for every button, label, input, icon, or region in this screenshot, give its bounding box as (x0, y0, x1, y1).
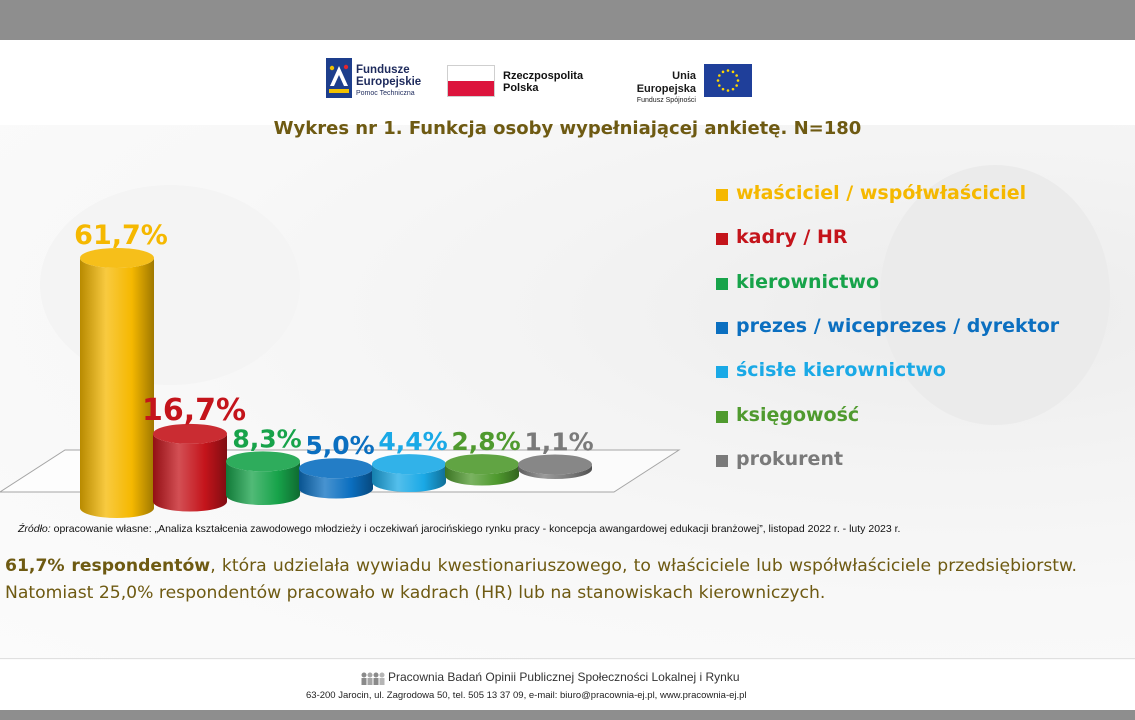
bar-top-2 (226, 451, 300, 472)
footer-address: 63-200 Jarocin, ul. Zagrodowa 50, tel. 5… (306, 690, 747, 701)
legend-swatch-4 (716, 366, 728, 379)
fundusze-europejskie-logo (326, 58, 352, 98)
legend-label-2: kierownictwo (736, 270, 880, 293)
source-note: Źródło: opracowanie własne: „Analiza ksz… (18, 523, 900, 535)
chart-title: Wykres nr 1. Funkcja osoby wypełniającej… (273, 118, 862, 139)
bottom-bar (0, 710, 1135, 720)
bar-chart: 61,7% 16,7%8,3% 5,0% 4,4% 2,8% 1,1% (0, 220, 681, 518)
eu-line-2: Fundusz Spójności (636, 97, 696, 104)
bar-4 (372, 454, 446, 492)
fe-line-1: Fundusze (356, 64, 410, 76)
top-bar (0, 0, 1135, 40)
legend-swatch-2 (716, 277, 728, 290)
bar-5 (445, 454, 519, 486)
legend-swatch-1 (716, 233, 728, 246)
data-label-3: 5,0% (305, 431, 374, 460)
data-label-6: 1,1% (524, 428, 593, 457)
bar-2 (226, 451, 300, 505)
bar-6 (518, 454, 592, 479)
summary-text: , która udzielała wywiadu kwestionariusz… (5, 556, 1077, 603)
legend-swatch-5 (716, 410, 728, 423)
bar-top-6 (518, 454, 592, 475)
bar-0 (80, 248, 154, 518)
eu-line-1: Unia Europejska (636, 70, 696, 95)
bar-1 (153, 423, 227, 512)
legend-swatch-3 (716, 321, 728, 334)
pl-line-2: Polska (503, 82, 539, 94)
bar-top-0 (80, 248, 154, 268)
bar-3 (299, 458, 373, 499)
fundusze-europejskie-text: Fundusze Europejskie Pomoc Techniczna (356, 64, 421, 99)
bar-top-3 (299, 458, 373, 479)
slide: Fundusze Europejskie Pomoc Techniczna Rz… (0, 40, 1135, 710)
data-label-2: 8,3% (232, 424, 301, 453)
data-label-5: 2,8% (451, 427, 520, 456)
data-label-0: 61,7% (74, 220, 168, 251)
legend-swatch-0 (716, 189, 728, 201)
data-label-4: 4,4% (378, 427, 447, 456)
source-label: Źródło: (18, 523, 51, 535)
bar-top-4 (372, 454, 446, 475)
summary-paragraph: 61,7% respondentów, która udzielała wywi… (5, 553, 1077, 607)
source-text: opracowanie własne: „Analiza kształcenia… (50, 523, 901, 535)
legend-label-3: prezes / wiceprezes / dyrektor (736, 314, 1060, 337)
footer-org: Pracownia Badań Opinii Publicznej Społec… (388, 670, 740, 684)
bar-top-1 (153, 423, 227, 444)
data-label-1: 16,7% (142, 393, 246, 428)
logos-bar: Fundusze Europejskie Pomoc Techniczna Rz… (0, 52, 1135, 104)
summary-bold: 61,7% respondentów (5, 556, 211, 576)
legend-swatch-6 (716, 454, 728, 467)
legend-label-0: właściciel / współwłaściciel (736, 182, 1027, 204)
fe-line-3: Pomoc Techniczna (356, 90, 415, 97)
bar-top-5 (445, 454, 519, 475)
footer-divider (0, 658, 1135, 659)
background-photo (0, 125, 1135, 660)
fe-line-2: Europejskie (356, 76, 422, 88)
legend-label-5: księgowość (736, 403, 860, 426)
footer: Pracownia Badań Opinii Publicznej Społec… (0, 660, 1135, 710)
people-icon (361, 672, 385, 685)
legend-label-4: ścisłe kierownictwo (736, 359, 946, 382)
unia-europejska-text: Unia Europejska Fundusz Spójności (610, 70, 696, 106)
legend-label-6: prokurent (736, 447, 844, 470)
rzeczpospolita-text: Rzeczpospolita Polska (503, 70, 583, 94)
eu-flag-icon (704, 64, 752, 97)
polish-flag-icon (447, 65, 495, 97)
pl-line-1: Rzeczpospolita (503, 70, 584, 82)
legend-label-1: kadry / HR (736, 226, 848, 249)
